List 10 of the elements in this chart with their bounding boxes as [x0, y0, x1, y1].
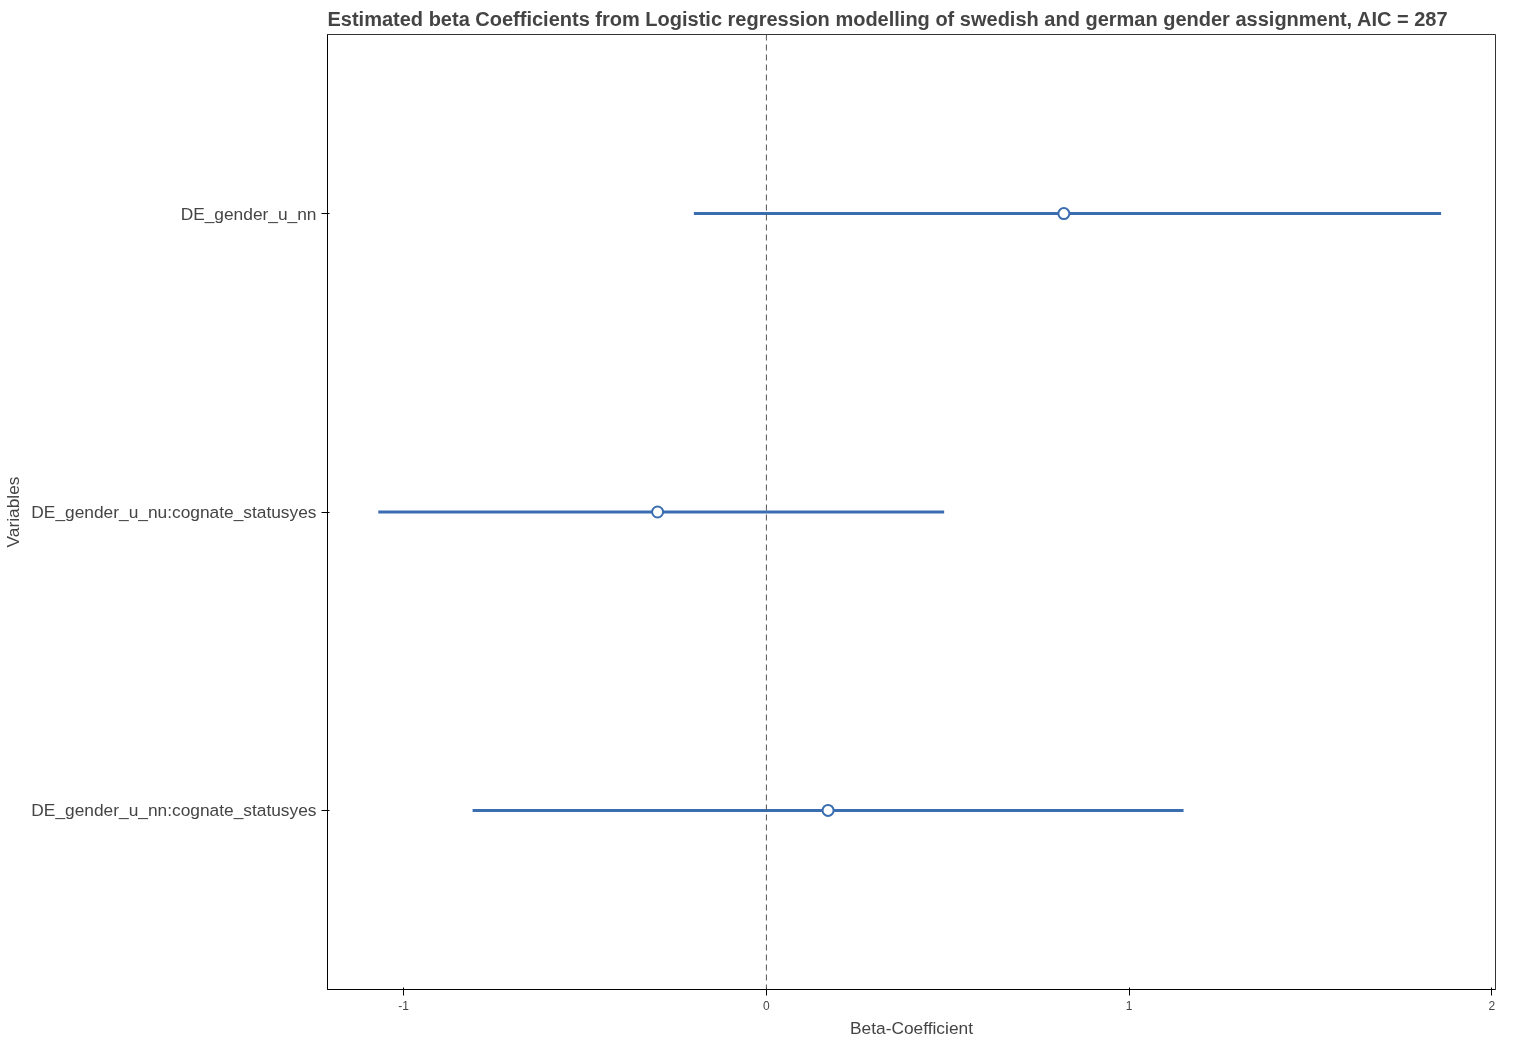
x-tick-label: -1: [398, 998, 410, 1013]
chart-title: Estimated beta Coefficients from Logistic regression modelling of swedish and german gender assignment, AIC = 287: [327, 7, 1448, 30]
x-axis-title: Beta-Coefficient: [850, 1017, 974, 1038]
y-axis-title: Variables: [3, 476, 24, 548]
y-tick-label: DE_gender_u_nn: [180, 203, 317, 224]
x-tick-label: 2: [1488, 998, 1496, 1013]
y-tick-label: DE_gender_u_nu:cognate_statusyes: [31, 502, 317, 522]
x-tick-label: 1: [1125, 998, 1133, 1013]
y-tick-label: DE_gender_u_nn:cognate_statusyes: [31, 800, 317, 821]
x-tick-label: 0: [763, 998, 771, 1013]
